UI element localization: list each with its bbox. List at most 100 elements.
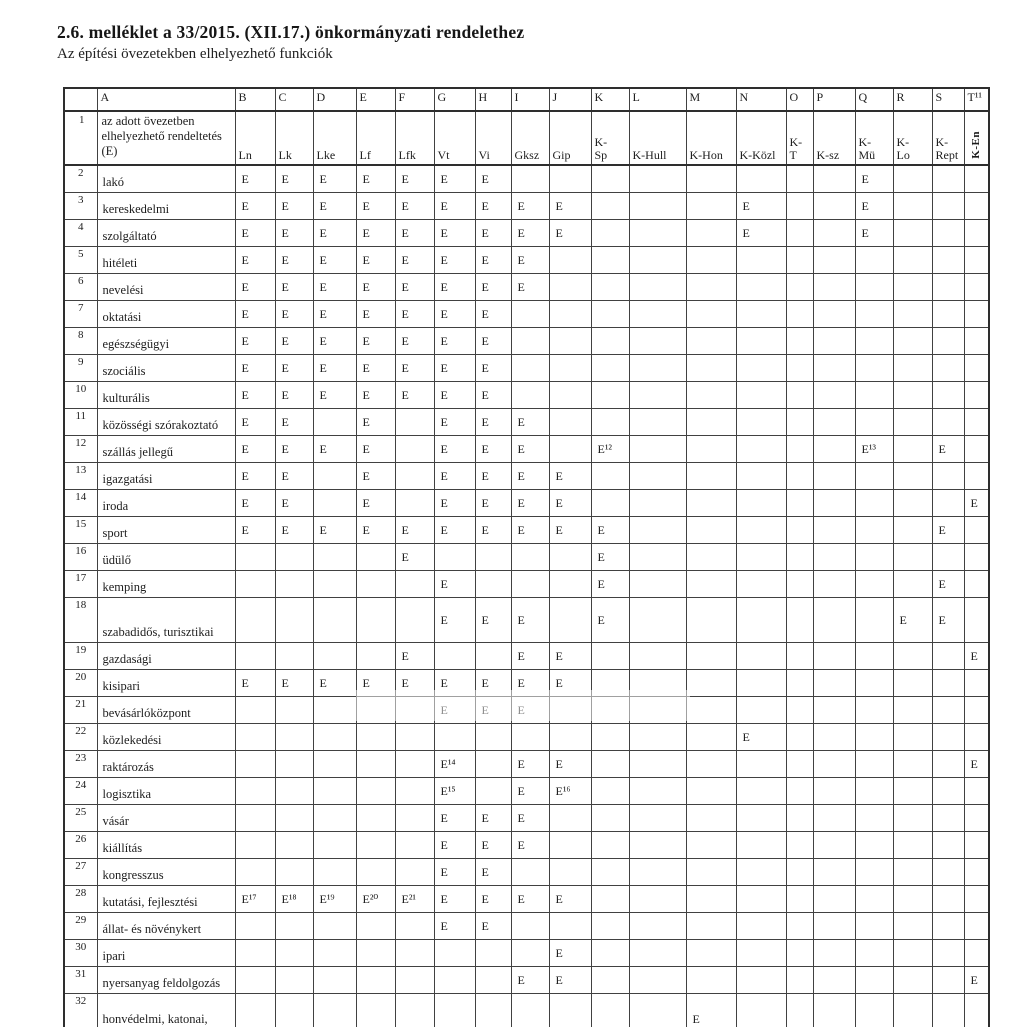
col-letter: L [628,87,687,112]
row-number: 2 [63,164,98,193]
grid-cell [590,273,630,301]
grid-cell [812,597,856,643]
table-row: 26 kiállítás E E E [63,831,990,859]
row-label: egészségügyi [96,327,236,355]
grid-cell [510,543,550,571]
grid-cell [854,993,894,1027]
grid-cell [785,327,814,355]
grid-cell: E [355,354,396,382]
row-number: 6 [63,273,98,301]
zone-code: K-Hull [628,110,687,166]
grid-cell [892,327,933,355]
grid-cell [685,804,737,832]
grid-cell: E¹⁸ [274,885,314,913]
grid-cell [548,273,592,301]
grid-cell [785,273,814,301]
grid-cell [312,831,357,859]
grid-cell: E [234,669,276,697]
grid-cell [931,300,965,328]
grid-cell [785,912,814,940]
grid-cell [735,327,787,355]
grid-cell: E [433,516,476,544]
grid-cell: E [234,435,276,463]
grid-cell [812,858,856,886]
grid-cell [274,597,314,643]
grid-cell [312,489,357,517]
table-row: 25 vásár E E E [63,804,990,832]
col-letter: N [735,87,787,112]
grid-cell [735,669,787,697]
grid-cell: E²⁰ [355,885,396,913]
grid-cell [785,885,814,913]
table-row: 20 kisipari E E E E E E E E E [63,669,990,697]
grid-cell: E [312,381,357,409]
grid-cell [854,642,894,670]
grid-cell: E [234,408,276,436]
grid-cell: E [312,192,357,220]
grid-cell [590,642,630,670]
grid-cell: E [274,300,314,328]
grid-cell: E [474,669,512,697]
grid-cell [931,642,965,670]
grid-cell [854,489,894,517]
row-number: 17 [63,570,98,598]
grid-cell [963,858,990,886]
row-number: 4 [63,219,98,247]
grid-cell [892,435,933,463]
grid-cell [510,912,550,940]
grid-cell [394,435,435,463]
grid-cell [785,354,814,382]
grid-cell [234,966,276,994]
grid-cell [355,723,396,751]
grid-cell [590,885,630,913]
grid-cell [785,777,814,805]
grid-cell: E [510,885,550,913]
grid-cell [785,489,814,517]
grid-cell: E [274,219,314,247]
row-number: 8 [63,327,98,355]
grid-cell [394,570,435,598]
grid-cell [812,696,856,724]
row-label: kulturális [96,381,236,409]
grid-cell [812,831,856,859]
grid-cell [590,669,630,697]
grid-cell [548,246,592,274]
grid-cell: E¹⁴ [433,750,476,778]
grid-cell [854,246,894,274]
grid-cell [812,966,856,994]
grid-cell [312,696,357,724]
grid-cell: E [394,192,435,220]
grid-cell [312,462,357,490]
grid-cell [931,462,965,490]
grid-cell [628,912,687,940]
table-row: 12 szállás jellegű E E E E E E E E¹² E¹³ E [63,435,990,463]
page-title: 2.6. melléklet a 33/2015. (XII.17.) önko… [57,22,525,42]
grid-cell [590,408,630,436]
row-number: 30 [63,939,98,967]
grid-cell [735,642,787,670]
grid-cell [628,669,687,697]
grid-cell [892,858,933,886]
grid-cell [854,939,894,967]
grid-cell [548,696,592,724]
grid-cell [854,570,894,598]
grid-cell [735,246,787,274]
grid-cell [735,831,787,859]
grid-cell: E [274,669,314,697]
grid-cell [274,804,314,832]
grid-cell: E [433,858,476,886]
grid-cell [854,381,894,409]
grid-cell [963,804,990,832]
grid-cell [812,804,856,832]
table-row: 30 ipari E [63,939,990,967]
grid-cell: E [474,516,512,544]
grid-cell [812,408,856,436]
grid-cell [628,246,687,274]
row-number: 32 [63,993,98,1027]
grid-cell: E [274,246,314,274]
grid-cell [931,408,965,436]
grid-cell [735,804,787,832]
grid-cell: E [892,597,933,643]
grid-cell [735,939,787,967]
table-row: 2 lakó E E E E E E E E [63,164,990,193]
